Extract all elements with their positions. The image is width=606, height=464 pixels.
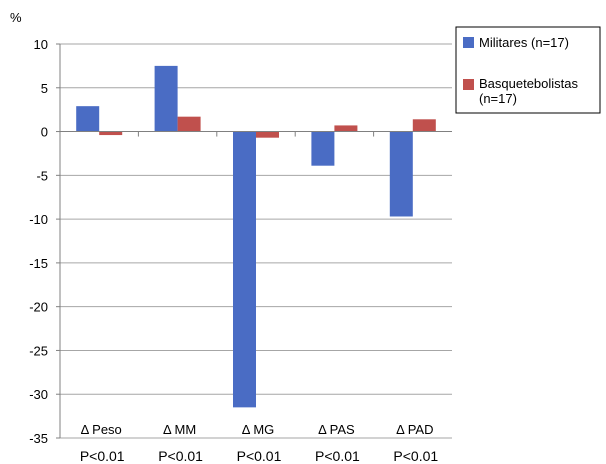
bars [76,65,436,408]
y-tick-label: -25 [29,343,48,358]
p-value-label: P<0.01 [80,448,125,464]
bar [256,131,279,138]
bar [412,119,436,132]
y-tick-label: 0 [41,125,48,140]
legend-swatch [463,37,474,48]
category-label: Δ PAD [396,422,433,437]
bar [233,131,256,408]
y-tick-label: -5 [36,168,48,183]
p-value-label: P<0.01 [315,448,360,464]
bar [76,106,100,132]
category-label: Δ MM [163,422,196,437]
category-label: Δ MG [242,422,275,437]
bar [154,65,178,132]
legend: Militares (n=17) Basquetebolistas(n=17) [455,26,601,114]
y-tick-label: -35 [29,431,48,446]
axes [59,44,452,438]
legend-label: (n=17) [479,91,517,106]
y-tick-label: 10 [34,37,48,52]
category-label: Δ PAS [318,422,355,437]
p-value-label: P<0.01 [237,448,282,464]
y-tick-labels: 10 5 0 -5 -10 -15 -20 -25 -30 -35 [29,37,48,446]
y-tick-label: -10 [29,212,48,227]
legend-swatch [463,79,474,90]
legend-label: Basquetebolistas [479,76,579,91]
y-tick-label: -30 [29,387,48,402]
category-label: Δ Peso [81,422,122,437]
bar [334,125,358,132]
y-tick-label: 5 [41,81,48,96]
bar [311,131,335,166]
p-value-label: P<0.01 [393,448,438,464]
y-tick-label: -15 [29,256,48,271]
y-tick-label: -20 [29,300,48,315]
legend-label: Militares (n=17) [479,35,569,50]
p-value-label: P<0.01 [158,448,203,464]
bar [177,116,201,132]
category-labels: Δ Peso P<0.01 Δ MM P<0.01 Δ MG P<0.01 Δ PAS P<0… [80,422,439,464]
bar [389,131,413,217]
legend-box [455,26,601,114]
bar [99,131,123,136]
y-axis-label: % [10,10,22,25]
